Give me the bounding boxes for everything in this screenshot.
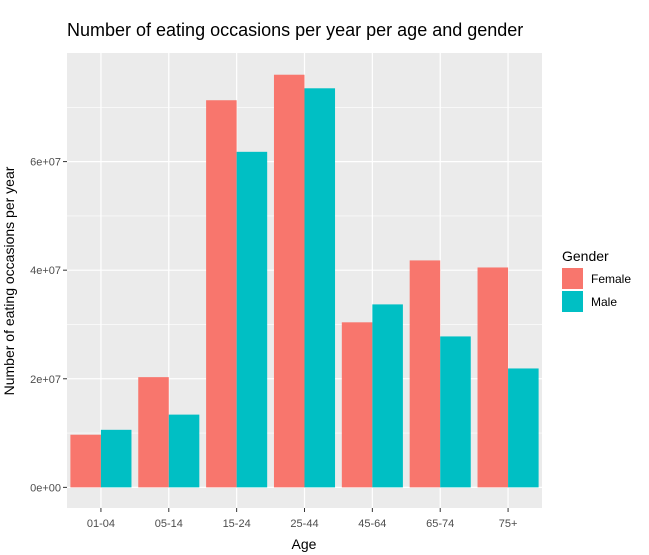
bar-male-05-14 — [168, 414, 200, 488]
chart-title: Number of eating occasions per year per … — [67, 20, 523, 40]
x-axis-title: Age — [292, 536, 317, 552]
bar-female-15-24 — [206, 100, 237, 488]
bar-male-25-44 — [304, 88, 336, 488]
bar-female-45-64 — [341, 322, 373, 488]
bar-female-01-04 — [70, 434, 101, 488]
legend-title: Gender — [562, 248, 609, 264]
legend-key-male — [562, 291, 583, 312]
y-axis-ticks: 0e+00 2e+07 4e+07 6e+07 — [30, 157, 67, 494]
y-tick-label: 0e+00 — [30, 482, 61, 494]
bar-female-25-44 — [273, 74, 305, 488]
bar-female-75+ — [477, 267, 509, 488]
legend: Gender Female Male — [562, 248, 631, 312]
x-tick-label: 01-04 — [87, 518, 115, 530]
bar-female-05-14 — [138, 377, 169, 488]
legend-label-female: Female — [591, 272, 631, 286]
x-tick-label: 45-64 — [358, 518, 386, 530]
y-tick-label: 4e+07 — [30, 265, 61, 277]
bar-male-15-24 — [236, 151, 268, 488]
bar-male-45-64 — [372, 304, 403, 488]
bar-male-75+ — [508, 368, 539, 488]
bar-male-65-74 — [440, 336, 471, 488]
x-tick-label: 05-14 — [155, 518, 183, 530]
x-axis-ticks: 01-04 05-14 15-24 25-44 45-64 65-74 75+ — [87, 508, 518, 530]
legend-label-male: Male — [591, 295, 617, 309]
x-tick-label: 65-74 — [426, 518, 454, 530]
bar-male-01-04 — [100, 429, 132, 488]
x-tick-label: 75+ — [499, 518, 518, 530]
y-tick-label: 2e+07 — [30, 374, 61, 386]
bar-female-65-74 — [409, 260, 441, 488]
bars — [70, 74, 539, 488]
x-tick-label: 25-44 — [290, 518, 318, 530]
x-tick-label: 15-24 — [223, 518, 251, 530]
legend-key-female — [562, 268, 583, 289]
y-axis-title: Number of eating occasions per year — [1, 166, 17, 395]
y-tick-label: 6e+07 — [30, 157, 61, 169]
